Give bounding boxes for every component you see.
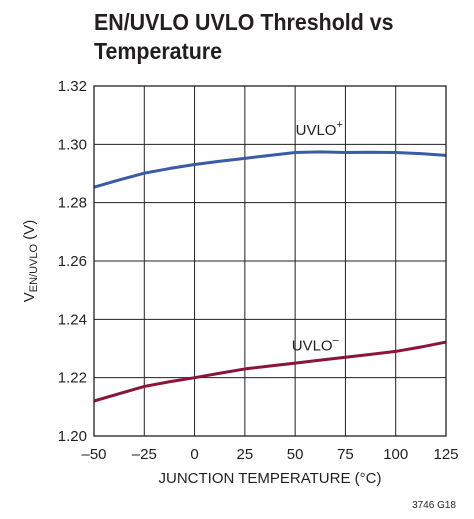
chart-title-line-1: EN/UVLO UVLO Threshold vs bbox=[94, 9, 394, 35]
y-axis-label-sub: EN/UVLO bbox=[28, 243, 40, 292]
series-label: UVLO+ bbox=[296, 119, 343, 139]
x-tick-label: 0 bbox=[190, 446, 198, 463]
x-tick-label: –25 bbox=[132, 446, 157, 463]
y-tick-labels: 1.20 1.22 1.24 1.26 1.28 1.30 1.32 bbox=[58, 78, 87, 445]
chart-title: EN/UVLO UVLO Threshold vs Temperature bbox=[94, 8, 438, 66]
y-tick-label: 1.28 bbox=[58, 195, 87, 212]
series-label: UVLO– bbox=[292, 335, 340, 355]
x-tick-label: 100 bbox=[383, 446, 408, 463]
y-tick-label: 1.26 bbox=[58, 253, 87, 270]
x-axis-label: JUNCTION TEMPERATURE (°C) bbox=[159, 470, 382, 487]
x-tick-labels: –50 –25 0 25 50 75 100 125 bbox=[81, 446, 458, 463]
y-tick-label: 1.22 bbox=[58, 370, 87, 387]
series-labels: UVLO+ UVLO– bbox=[292, 119, 343, 355]
x-tick-label: 75 bbox=[337, 446, 354, 463]
series-line bbox=[93, 150, 447, 189]
y-tick-label: 1.32 bbox=[58, 78, 87, 95]
y-axis-label: VEN/UVLO (V) bbox=[21, 220, 40, 302]
x-tick-label: –50 bbox=[81, 446, 106, 463]
grid bbox=[94, 86, 446, 436]
y-tick-label: 1.30 bbox=[58, 136, 87, 153]
series-group bbox=[93, 150, 447, 403]
y-axis-label-main: V bbox=[21, 292, 38, 302]
y-tick-label: 1.24 bbox=[58, 311, 87, 328]
plot-frame bbox=[93, 85, 447, 437]
x-tick-label: 50 bbox=[287, 446, 304, 463]
series-line bbox=[93, 340, 447, 403]
x-tick-label: 125 bbox=[433, 446, 458, 463]
y-axis-label-suffix: (V) bbox=[21, 220, 38, 244]
x-tick-label: 25 bbox=[237, 446, 254, 463]
y-tick-label: 1.20 bbox=[58, 428, 87, 445]
chart-title-line-2: Temperature bbox=[94, 38, 222, 64]
figure-code: 3746 G18 bbox=[412, 500, 456, 511]
